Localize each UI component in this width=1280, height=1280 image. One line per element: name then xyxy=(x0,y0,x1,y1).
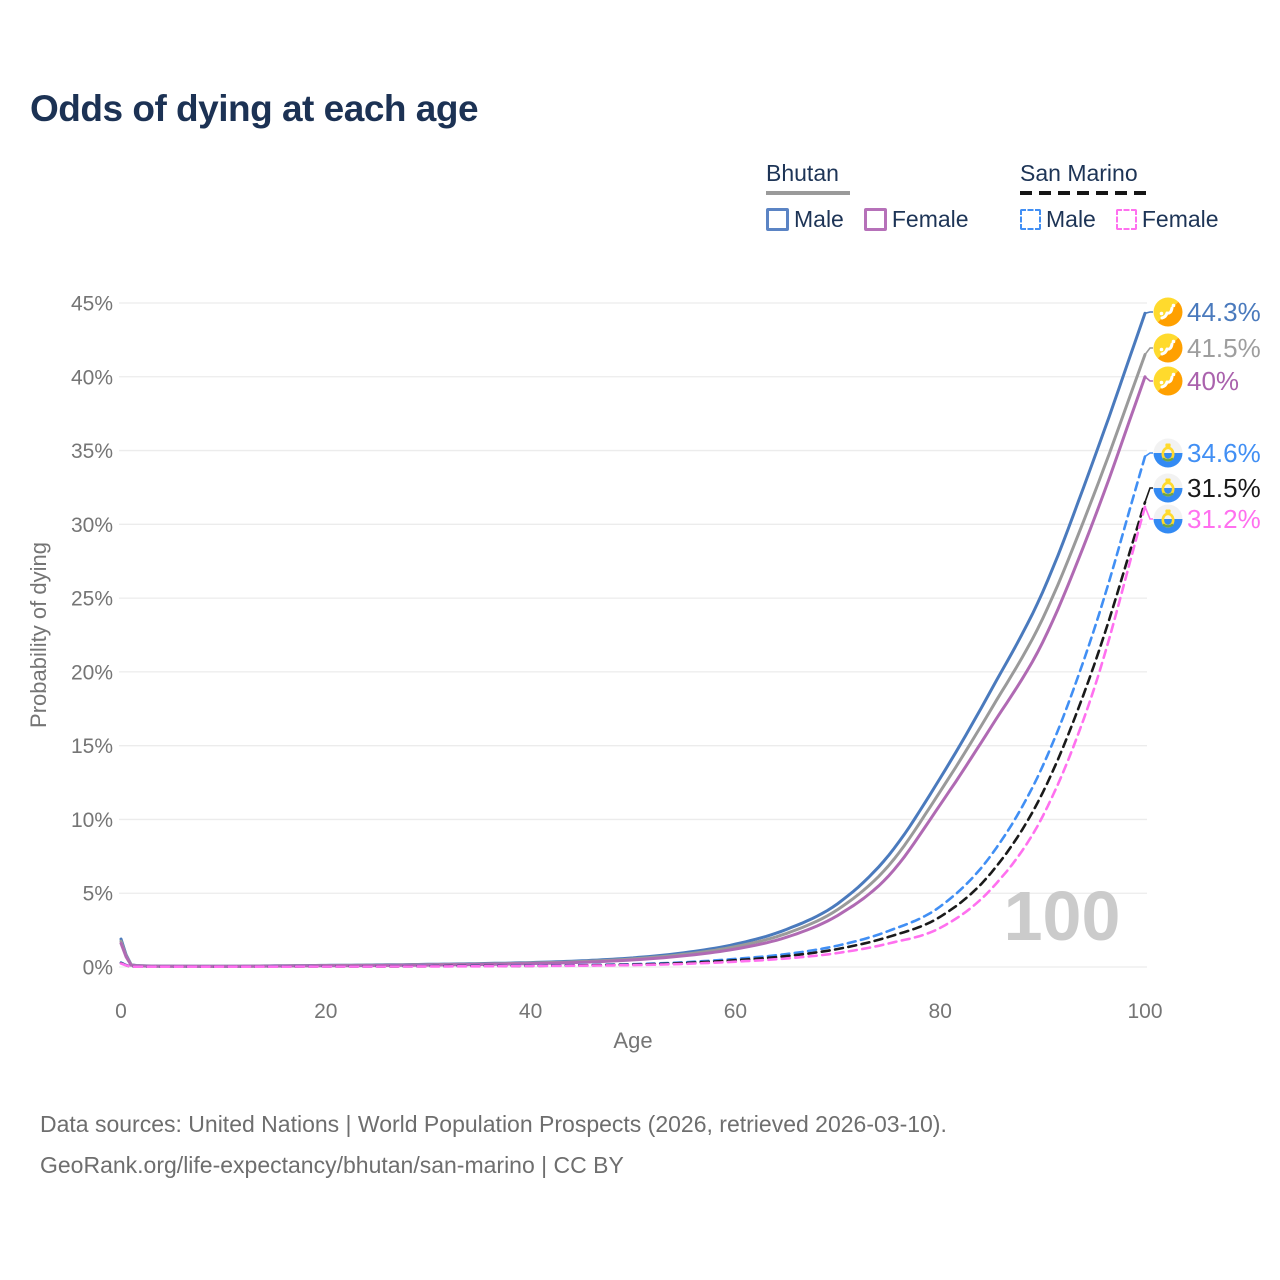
legend-label-bhutan-female[interactable]: Female xyxy=(891,206,969,232)
legend-underline-solid xyxy=(766,191,850,195)
legend-group-san-marino: San Marino Male Female xyxy=(1020,160,1239,233)
line-bhutan-female[interactable] xyxy=(119,375,1147,968)
x-tick-label: 100 xyxy=(1127,1000,1162,1023)
label-connector xyxy=(1144,487,1153,503)
san-marino-flag-icon xyxy=(1153,473,1183,503)
end-value-label-san-marino-female: 31.2% xyxy=(1187,504,1261,534)
legend-swatch-san-marino-male[interactable] xyxy=(1020,209,1041,230)
san-marino-flag-icon xyxy=(1153,438,1183,468)
legend-row-bhutan: Male Female xyxy=(766,206,989,233)
y-tick-label: 5% xyxy=(83,883,113,906)
age-watermark: 100 xyxy=(1004,877,1121,955)
y-tick-label: 35% xyxy=(71,440,113,463)
label-connector xyxy=(1144,311,1153,315)
line-san-marino-female[interactable] xyxy=(119,505,1147,968)
line-bhutan-male[interactable] xyxy=(119,311,1147,968)
y-tick-label: 45% xyxy=(71,293,113,316)
end-value-label-bhutan-female: 40% xyxy=(1187,366,1239,396)
footer-data-sources: Data sources: United Nations | World Pop… xyxy=(40,1111,947,1137)
y-axis-title: Probability of dying xyxy=(26,542,51,728)
end-value-label-bhutan-both-sexes: 41.5% xyxy=(1187,333,1261,363)
legend-country-san-marino: San Marino xyxy=(1020,160,1138,186)
san-marino-flag-icon xyxy=(1153,504,1183,534)
line-san-marino-both-sexes[interactable] xyxy=(119,500,1147,968)
legend-swatch-bhutan-female[interactable] xyxy=(863,208,887,231)
x-tick-label: 80 xyxy=(929,1000,952,1023)
y-tick-label: 0% xyxy=(83,957,113,980)
y-tick-label: 10% xyxy=(71,809,113,832)
legend-row-san-marino: Male Female xyxy=(1020,206,1239,233)
end-value-label-san-marino-male: 34.6% xyxy=(1187,438,1261,468)
legend-underline-dashed xyxy=(1020,191,1150,195)
footer: Data sources: United Nations | World Pop… xyxy=(40,1104,947,1186)
y-tick-label: 20% xyxy=(71,661,113,684)
label-connector xyxy=(1144,376,1153,382)
label-connector xyxy=(1144,506,1153,520)
bhutan-flag-icon xyxy=(1153,297,1183,327)
legend-label-san-marino-male[interactable]: Male xyxy=(1046,206,1096,232)
bhutan-flag-icon xyxy=(1153,366,1183,396)
footer-attribution[interactable]: GeoRank.org/life-expectancy/bhutan/san-m… xyxy=(40,1152,624,1178)
label-connector xyxy=(1144,347,1153,356)
legend-group-bhutan: Bhutan Male Female xyxy=(766,160,989,233)
x-tick-label: 40 xyxy=(519,1000,542,1023)
label-connector xyxy=(1144,452,1153,458)
x-tick-label: 60 xyxy=(724,1000,747,1023)
x-tick-label: 20 xyxy=(314,1000,337,1023)
end-value-label-bhutan-male: 44.3% xyxy=(1187,297,1261,327)
y-tick-label: 40% xyxy=(71,366,113,389)
legend-swatch-bhutan-male[interactable] xyxy=(766,208,789,231)
end-value-label-san-marino-both-sexes: 31.5% xyxy=(1187,473,1261,503)
legend-swatch-san-marino-female[interactable] xyxy=(1115,209,1137,230)
y-tick-label: 15% xyxy=(71,735,113,758)
bhutan-flag-icon xyxy=(1153,333,1183,363)
x-tick-label: 0 xyxy=(115,1000,127,1023)
y-tick-label: 25% xyxy=(71,588,113,611)
page-title: Odds of dying at each age xyxy=(30,88,479,129)
legend-label-san-marino-female[interactable]: Female xyxy=(1141,206,1219,232)
legend-country-bhutan: Bhutan xyxy=(766,160,839,186)
y-tick-label: 30% xyxy=(71,514,113,537)
x-axis-title: Age xyxy=(613,1028,652,1053)
legend-label-bhutan-male[interactable]: Male xyxy=(794,206,844,232)
